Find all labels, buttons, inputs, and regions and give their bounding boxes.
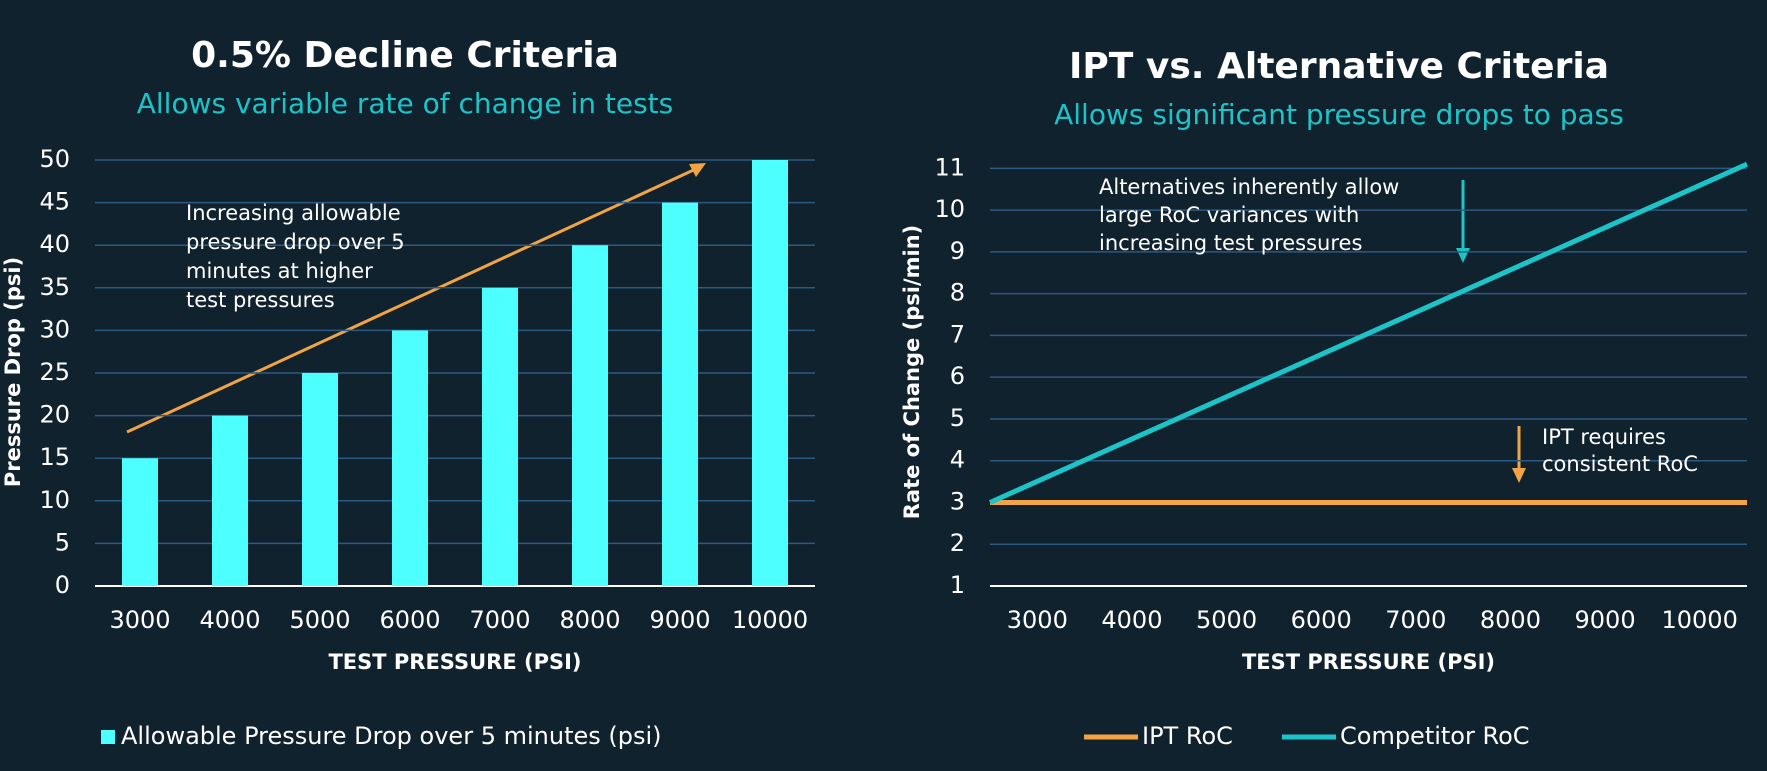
y-tick-label: 5 bbox=[55, 528, 70, 556]
annotation: Alternatives inherently allow bbox=[1099, 175, 1399, 199]
y-tick-label: 1 bbox=[950, 571, 965, 599]
bar bbox=[752, 160, 788, 586]
y-axis-title: Rate of Change (psi/min) bbox=[900, 225, 924, 520]
bar bbox=[572, 245, 608, 586]
series-line bbox=[988, 161, 1749, 505]
x-tick-label: 6000 bbox=[379, 606, 440, 634]
x-tick-label: 8000 bbox=[1480, 606, 1541, 634]
x-axis-title: TEST PRESSURE (PSI) bbox=[1242, 650, 1495, 674]
bar bbox=[302, 373, 338, 586]
y-tick-label: 10 bbox=[934, 195, 965, 223]
x-tick-label: 10000 bbox=[1662, 606, 1738, 634]
annotation: pressure drop over 5 bbox=[186, 230, 405, 254]
x-tick-label: 4000 bbox=[1101, 606, 1162, 634]
x-tick-label: 9000 bbox=[1575, 606, 1636, 634]
y-tick-label: 0 bbox=[55, 571, 70, 599]
y-tick-label: 6 bbox=[950, 362, 965, 390]
annotation: test pressures bbox=[186, 288, 335, 312]
legend-label: Competitor RoC bbox=[1340, 722, 1530, 750]
y-tick-label: 10 bbox=[39, 486, 70, 514]
chart-subtitle: Allows significant pressure drops to pas… bbox=[1054, 98, 1624, 131]
x-axis-title: TEST PRESSURE (PSI) bbox=[328, 650, 581, 674]
y-tick-label: 7 bbox=[950, 320, 965, 348]
y-tick-label: 35 bbox=[39, 273, 70, 301]
chart-title: 0.5% Decline Criteria bbox=[191, 35, 619, 76]
y-tick-label: 3 bbox=[950, 487, 965, 515]
y-tick-label: 5 bbox=[950, 404, 965, 432]
y-tick-label: 15 bbox=[39, 443, 70, 471]
x-tick-label: 5000 bbox=[1196, 606, 1257, 634]
y-tick-label: 40 bbox=[39, 230, 70, 258]
x-tick-label: 6000 bbox=[1291, 606, 1352, 634]
arrowhead bbox=[1512, 468, 1526, 483]
annotation: minutes at higher bbox=[186, 259, 373, 283]
annotation: consistent RoC bbox=[1542, 452, 1698, 476]
x-tick-label: 7000 bbox=[469, 606, 530, 634]
bar bbox=[212, 415, 248, 586]
y-tick-label: 4 bbox=[950, 446, 965, 474]
y-axis-title: Pressure Drop (psi) bbox=[1, 257, 25, 487]
y-tick-label: 8 bbox=[950, 279, 965, 307]
bar bbox=[392, 330, 428, 586]
x-tick-label: 8000 bbox=[559, 606, 620, 634]
annotation: IPT requires bbox=[1542, 425, 1666, 449]
x-tick-label: 7000 bbox=[1385, 606, 1446, 634]
annotation: Increasing allowable bbox=[186, 201, 401, 225]
x-tick-label: 10000 bbox=[732, 606, 808, 634]
legend-swatch bbox=[101, 730, 115, 744]
trend-arrow bbox=[126, 165, 701, 434]
y-tick-label: 45 bbox=[39, 188, 70, 216]
y-tick-label: 11 bbox=[934, 153, 965, 181]
chart-subtitle: Allows variable rate of change in tests bbox=[137, 87, 673, 120]
x-tick-label: 9000 bbox=[649, 606, 710, 634]
y-tick-label: 20 bbox=[39, 401, 70, 429]
arrowhead bbox=[689, 163, 706, 177]
x-tick-label: 3000 bbox=[1007, 606, 1068, 634]
chart-title: IPT vs. Alternative Criteria bbox=[1069, 46, 1609, 87]
bar bbox=[662, 202, 698, 586]
annotation: increasing test pressures bbox=[1099, 231, 1362, 255]
y-tick-label: 50 bbox=[39, 145, 70, 173]
x-tick-label: 3000 bbox=[109, 606, 170, 634]
bar bbox=[482, 287, 518, 586]
y-tick-label: 30 bbox=[39, 315, 70, 343]
annotation: large RoC variances with bbox=[1099, 203, 1359, 227]
legend-label: Allowable Pressure Drop over 5 minutes (… bbox=[121, 722, 662, 750]
bar bbox=[122, 458, 158, 586]
legend-label: IPT RoC bbox=[1142, 722, 1233, 750]
y-tick-label: 2 bbox=[950, 529, 965, 557]
y-tick-label: 9 bbox=[950, 237, 965, 265]
y-tick-label: 25 bbox=[39, 358, 70, 386]
x-tick-label: 5000 bbox=[289, 606, 350, 634]
x-tick-label: 4000 bbox=[199, 606, 260, 634]
